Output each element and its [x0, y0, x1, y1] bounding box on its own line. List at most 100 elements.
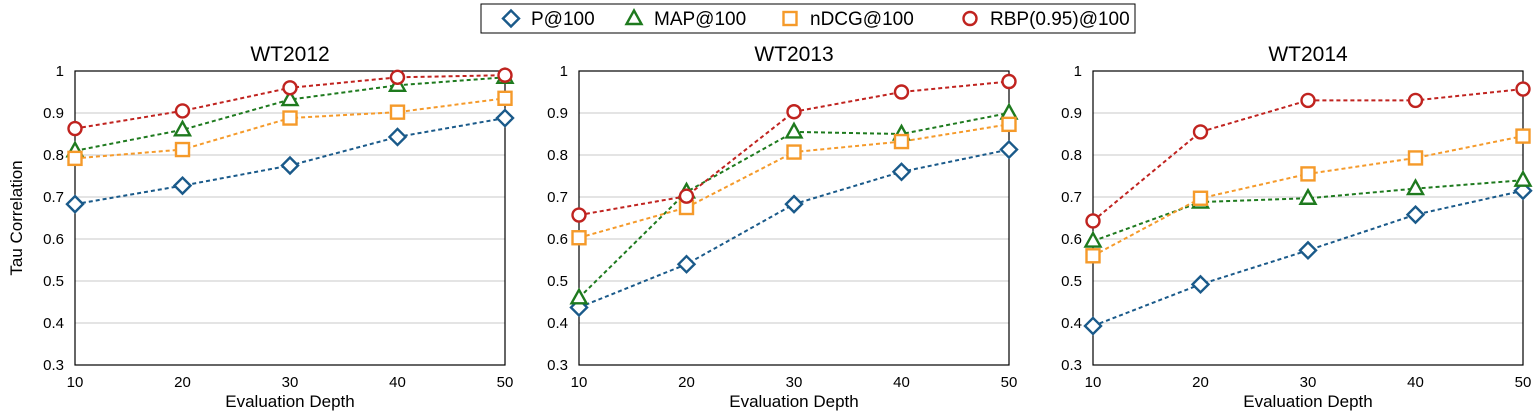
chart-title: WT2014: [1268, 43, 1348, 66]
data-point: [569, 287, 589, 305]
x-tick-label: 30: [786, 374, 803, 391]
y-tick-label: 0.5: [43, 273, 64, 290]
data-point: [784, 194, 804, 214]
data-point: [676, 254, 697, 274]
data-point: [1190, 274, 1211, 295]
data-point: [1083, 316, 1103, 336]
series: [1083, 181, 1533, 336]
series: [65, 108, 515, 214]
y-tick-label: 0.4: [43, 315, 64, 332]
x-tick-label: 50: [1001, 374, 1018, 391]
data-point: [1085, 248, 1101, 264]
data-point: [172, 119, 193, 137]
y-tick-label: 0.6: [43, 231, 64, 248]
y-tick-label: 0.3: [1061, 357, 1082, 374]
data-point: [387, 127, 408, 147]
y-tick-label: 1: [560, 63, 568, 80]
chart-panel: 0.3 0.4 0.5 0.6 0.7 0.8 0.9 1 10 20 30 40 50 WT2014 Ev…: [1061, 43, 1533, 411]
x-tick-label: 40: [893, 374, 910, 391]
y-tick-label: 0.4: [1061, 315, 1082, 332]
x-tick-label: 40: [389, 374, 406, 391]
data-point: [999, 102, 1019, 120]
data-point: [999, 139, 1019, 160]
diamond-marker-icon: [501, 8, 521, 29]
data-point: [495, 108, 515, 128]
data-point: [174, 141, 191, 158]
data-point: [893, 84, 910, 100]
series-line: [74, 76, 506, 152]
legend-label: P@100: [531, 9, 595, 30]
y-tick-label: 0.4: [547, 315, 568, 332]
x-tick-label: 20: [174, 374, 191, 391]
y-tick-label: 1: [1074, 63, 1082, 80]
data-point: [1298, 187, 1318, 205]
x-axis-label: Evaluation Depth: [729, 392, 858, 411]
x-tick-label: 10: [571, 374, 588, 391]
data-point: [1192, 190, 1209, 206]
y-tick-label: 0.7: [43, 189, 64, 206]
data-point: [282, 110, 298, 126]
series-line: [578, 123, 1010, 239]
data-point: [1300, 92, 1316, 109]
legend-label: MAP@100: [654, 9, 746, 30]
x-tick-label: 10: [1085, 374, 1102, 391]
chart-title: WT2012: [250, 43, 329, 66]
y-tick-label: 0.7: [547, 189, 568, 206]
series-line: [74, 97, 506, 160]
data-point: [1001, 116, 1017, 133]
data-point: [1515, 128, 1531, 144]
data-point: [891, 162, 912, 182]
legend-label: RBP(0.95)@100: [990, 9, 1130, 30]
data-point: [282, 80, 298, 96]
chart-panel: 0.3 0.4 0.5 0.6 0.7 0.8 0.9 1 10 20 30 40 50 WT2012 Ev…: [7, 43, 515, 411]
circle-marker-icon: [962, 10, 978, 27]
data-point: [678, 188, 695, 204]
series: [1085, 128, 1531, 264]
y-tick-label: 0.5: [547, 273, 568, 290]
x-tick-label: 30: [282, 374, 299, 391]
data-point: [65, 194, 85, 214]
data-point: [67, 150, 83, 167]
data-point: [1513, 169, 1533, 187]
legend-label: nDCG@100: [810, 9, 914, 30]
chart-title: WT2013: [754, 43, 833, 66]
y-tick-label: 0.9: [1061, 105, 1082, 122]
series-line: [578, 148, 1010, 309]
x-axis-label: Evaluation Depth: [1243, 392, 1372, 411]
x-tick-label: 50: [1515, 374, 1532, 391]
plot-frame: [74, 70, 506, 366]
data-point: [280, 155, 300, 176]
data-point: [1298, 240, 1318, 261]
data-point: [1085, 213, 1101, 229]
data-point: [571, 230, 587, 246]
series: [67, 67, 513, 137]
y-tick-label: 0.8: [547, 147, 568, 164]
triangle-marker-icon: [624, 8, 644, 26]
y-tick-label: 0.7: [1061, 189, 1082, 206]
y-tick-label: 0.8: [43, 147, 64, 164]
x-tick-label: 40: [1407, 374, 1424, 391]
data-point: [893, 133, 910, 150]
series-line: [1092, 179, 1524, 243]
data-point: [174, 103, 191, 119]
legend-item: P@100: [501, 8, 595, 30]
data-point: [497, 90, 513, 107]
data-point: [172, 175, 193, 196]
data-point: [1001, 73, 1017, 90]
series: [67, 90, 513, 167]
y-tick-label: 0.9: [547, 105, 568, 122]
data-point: [786, 104, 802, 120]
y-tick-label: 0.8: [1061, 147, 1082, 164]
y-tick-label: 0.9: [43, 105, 64, 122]
series: [569, 139, 1019, 318]
legend-item: nDCG@100: [782, 9, 914, 30]
y-tick-label: 0.6: [547, 231, 568, 248]
square-marker-icon: [782, 10, 798, 27]
data-point: [571, 207, 587, 223]
series: [571, 73, 1017, 223]
x-axis-label: Evaluation Depth: [225, 392, 354, 411]
data-point: [1407, 150, 1424, 166]
plot-frame: [1092, 70, 1524, 366]
